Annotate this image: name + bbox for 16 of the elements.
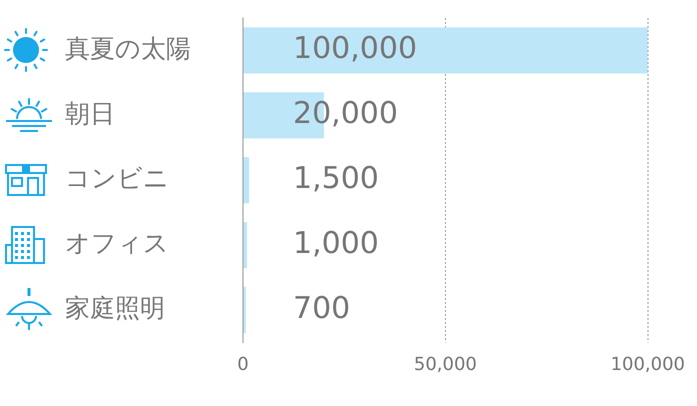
bar <box>244 157 250 204</box>
y-tick-label: 朝日 <box>65 98 115 128</box>
data-label: 700 <box>293 290 350 326</box>
data-label: 1,500 <box>293 160 379 196</box>
y-tick-label: 真夏の太陽 <box>65 34 191 63</box>
data-label: 100,000 <box>293 31 418 66</box>
y-tick-label: コンビニ <box>65 164 169 193</box>
bar <box>244 27 648 74</box>
data-label: 20,000 <box>293 96 398 132</box>
x-tick-label: 100,000 <box>610 354 685 375</box>
x-tick-label: 50,000 <box>414 354 477 375</box>
y-tick-label: オフィス <box>65 228 169 258</box>
y-tick-label: 家庭照明 <box>65 293 165 322</box>
x-tick-label: 0 <box>237 354 249 375</box>
data-label: 1,000 <box>293 226 379 261</box>
bar <box>244 222 248 268</box>
